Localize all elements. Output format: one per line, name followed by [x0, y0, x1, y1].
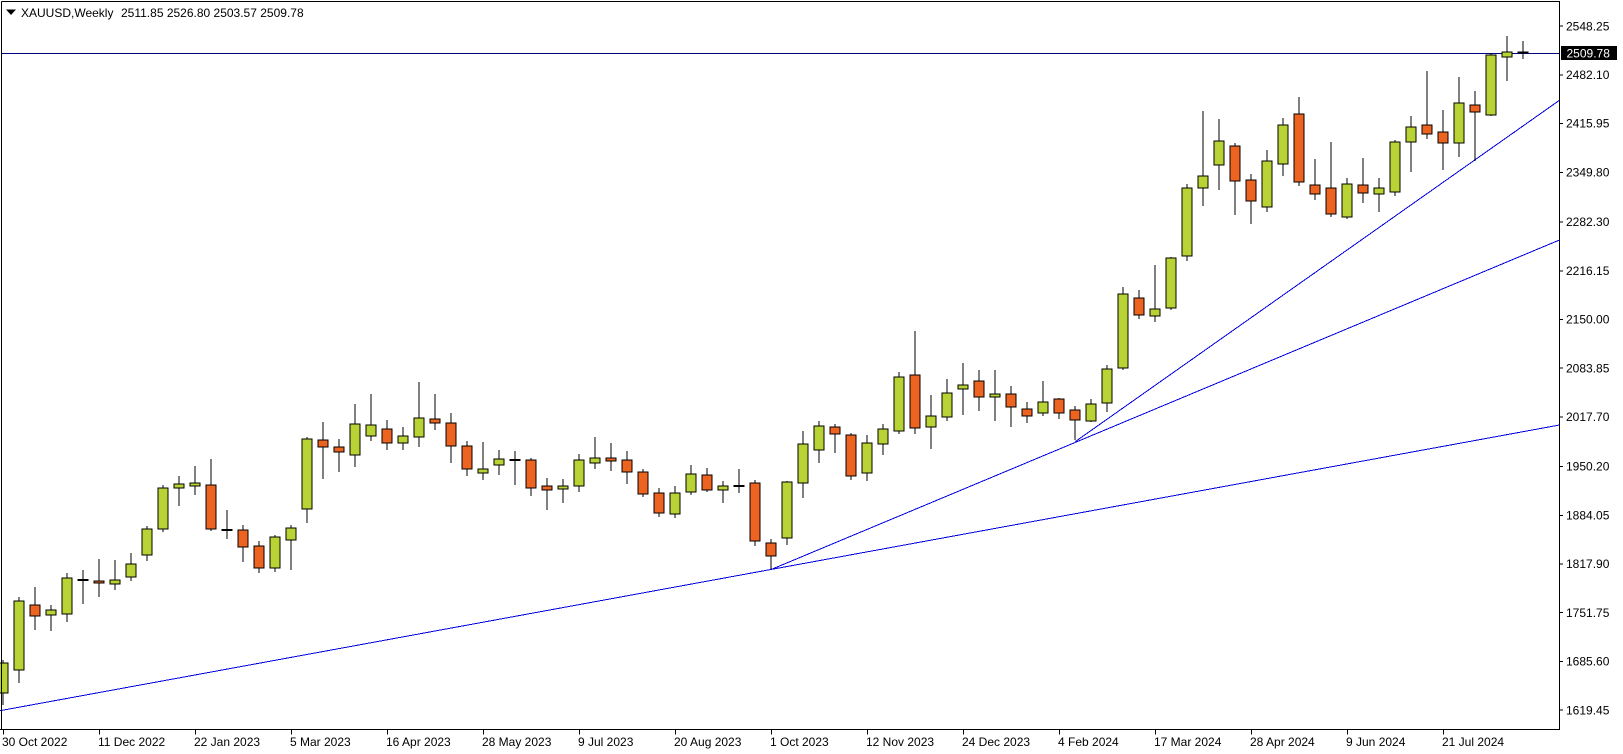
svg-text:28 Apr 2024: 28 Apr 2024: [1250, 735, 1315, 749]
svg-text:1 Oct 2023: 1 Oct 2023: [770, 735, 829, 749]
svg-text:1751.75: 1751.75: [1566, 606, 1610, 620]
svg-text:1619.45: 1619.45: [1566, 703, 1610, 717]
svg-text:2083.85: 2083.85: [1566, 361, 1610, 375]
svg-text:11 Dec 2022: 11 Dec 2022: [98, 735, 165, 749]
svg-text:9 Jun 2024: 9 Jun 2024: [1346, 735, 1406, 749]
svg-text:16 Apr 2023: 16 Apr 2023: [386, 735, 451, 749]
svg-text:2150.00: 2150.00: [1566, 313, 1610, 327]
svg-text:12 Nov 2023: 12 Nov 2023: [866, 735, 934, 749]
svg-text:28 May 2023: 28 May 2023: [482, 735, 552, 749]
svg-text:1884.05: 1884.05: [1566, 508, 1610, 522]
svg-text:1817.90: 1817.90: [1566, 557, 1610, 571]
svg-text:2017.70: 2017.70: [1566, 410, 1610, 424]
svg-text:24 Dec 2023: 24 Dec 2023: [962, 735, 1030, 749]
svg-text:17 Mar 2024: 17 Mar 2024: [1154, 735, 1222, 749]
svg-text:XAUUSD,Weekly: XAUUSD,Weekly: [21, 6, 113, 20]
svg-text:5 Mar 2023: 5 Mar 2023: [290, 735, 351, 749]
svg-text:2511.85 2526.80 2503.57 2509.7: 2511.85 2526.80 2503.57 2509.78: [121, 6, 304, 20]
svg-text:30 Oct 2022: 30 Oct 2022: [2, 735, 68, 749]
svg-text:2282.30: 2282.30: [1566, 215, 1610, 229]
svg-text:2509.78: 2509.78: [1567, 46, 1611, 60]
svg-text:4 Feb 2024: 4 Feb 2024: [1058, 735, 1119, 749]
svg-text:1685.60: 1685.60: [1566, 655, 1610, 669]
svg-text:2482.10: 2482.10: [1566, 68, 1610, 82]
svg-text:21 Jul 2024: 21 Jul 2024: [1442, 735, 1504, 749]
svg-text:2415.95: 2415.95: [1566, 117, 1610, 131]
svg-text:2216.15: 2216.15: [1566, 264, 1610, 278]
svg-text:1950.20: 1950.20: [1566, 460, 1610, 474]
svg-text:9 Jul 2023: 9 Jul 2023: [578, 735, 634, 749]
svg-text:2349.80: 2349.80: [1566, 166, 1610, 180]
svg-text:2548.25: 2548.25: [1566, 19, 1610, 33]
svg-text:20 Aug 2023: 20 Aug 2023: [674, 735, 742, 749]
svg-text:22 Jan 2023: 22 Jan 2023: [194, 735, 260, 749]
